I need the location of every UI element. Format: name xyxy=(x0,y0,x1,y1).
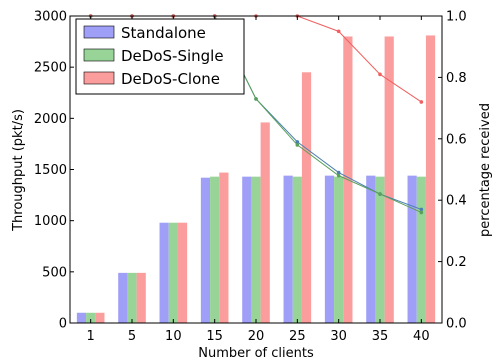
x-axis-label: Number of clients xyxy=(198,346,314,360)
x-tick-label-35: 35 xyxy=(372,329,389,344)
legend-label-dedos-clone: DeDoS-Clone xyxy=(121,70,220,88)
legend-swatch-dedos-single xyxy=(83,48,115,62)
bar-dedos-single-5 xyxy=(127,272,137,323)
x-tick-label-40: 40 xyxy=(413,329,430,344)
bar-dedos-single-20 xyxy=(251,176,261,323)
bar-dedos-single-40 xyxy=(416,176,426,323)
percentage-point-1-35 xyxy=(378,192,382,196)
bar-dedos-single-10 xyxy=(168,222,178,323)
bar-standalone-20 xyxy=(242,176,252,323)
x-tick-label-15: 15 xyxy=(206,329,223,344)
percentage-point-0-30 xyxy=(336,170,341,175)
bars xyxy=(76,35,436,324)
y-tick-label-500: 500 xyxy=(42,265,67,280)
bar-dedos-clone-25 xyxy=(301,72,312,323)
bar-dedos-clone-1 xyxy=(95,312,105,323)
bar-dedos-single-15 xyxy=(210,176,220,323)
y-tick-label-2000: 2000 xyxy=(34,112,67,127)
bar-dedos-clone-15 xyxy=(219,172,229,323)
bar-dedos-single-35 xyxy=(375,176,385,323)
x-tick-label-1: 1 xyxy=(87,329,95,344)
y-tick-label-0: 0 xyxy=(59,317,67,332)
y2-tick-label-0.4: 0.4 xyxy=(446,194,467,209)
percentage-point-0-25 xyxy=(295,140,300,144)
bar-dedos-clone-5 xyxy=(136,272,146,323)
legend-label-standalone: Standalone xyxy=(121,24,206,42)
bar-standalone-35 xyxy=(366,175,376,323)
legend-swatch-standalone xyxy=(83,25,115,39)
legend: Standalone DeDoS-Single DeDoS-Clone xyxy=(75,18,245,95)
y2-tick-label-0.6: 0.6 xyxy=(446,132,467,147)
bar-dedos-single-1 xyxy=(86,312,96,323)
percentage-point-2-35 xyxy=(378,72,382,77)
bar-dedos-single-30 xyxy=(334,176,344,323)
percentage-point-2-30 xyxy=(336,29,341,34)
y2-tick-label-1.0: 1.0 xyxy=(446,10,467,25)
bar-standalone-25 xyxy=(283,175,293,323)
bar-dedos-clone-40 xyxy=(425,35,436,323)
y2-tick-label-0.2: 0.2 xyxy=(446,255,467,270)
bar-standalone-10 xyxy=(159,222,169,323)
y-tick-label-1500: 1500 xyxy=(34,163,67,178)
x-tick-label-25: 25 xyxy=(289,329,306,344)
percentage-point-1-20 xyxy=(254,97,258,101)
x-tick-label-10: 10 xyxy=(165,329,182,344)
percentage-point-2-40 xyxy=(419,100,424,104)
y2-tick-label-0.8: 0.8 xyxy=(446,71,467,86)
x-tick-label-30: 30 xyxy=(330,329,347,344)
x-tick-label-20: 20 xyxy=(248,329,265,344)
bar-standalone-40 xyxy=(407,175,417,323)
bar-standalone-1 xyxy=(76,312,87,323)
bar-dedos-single-25 xyxy=(292,176,302,323)
y-axis-label: Throughput (pkt/s) xyxy=(11,109,26,232)
bar-dedos-clone-35 xyxy=(384,36,394,323)
x-tick-label-5: 5 xyxy=(128,329,136,344)
legend-label-dedos-single: DeDoS-Single xyxy=(121,47,224,65)
bar-standalone-5 xyxy=(118,272,128,323)
bar-standalone-30 xyxy=(324,175,335,323)
percentage-point-1-25 xyxy=(295,143,300,147)
ticks: 1 5 10 15 20 25 30 35 40050010001500200025003000… xyxy=(34,10,467,345)
bar-dedos-clone-20 xyxy=(260,122,270,324)
bar-dedos-clone-10 xyxy=(177,222,188,323)
percentage-point-1-40 xyxy=(419,210,424,215)
percentage-point-1-30 xyxy=(336,173,341,178)
y2-axis-label: percentage received xyxy=(478,103,493,237)
y-tick-label-3000: 3000 xyxy=(34,10,67,25)
percentage-point-0-40 xyxy=(419,207,424,212)
legend-swatch-dedos-clone xyxy=(83,71,115,85)
bar-standalone-15 xyxy=(200,177,211,323)
y-tick-label-1000: 1000 xyxy=(34,214,67,229)
y-tick-label-2500: 2500 xyxy=(34,61,67,76)
y2-tick-label-0.0: 0.0 xyxy=(446,317,467,332)
